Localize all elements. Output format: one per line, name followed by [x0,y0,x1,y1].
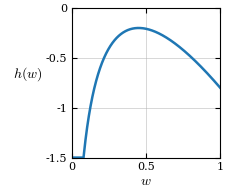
X-axis label: $w$: $w$ [140,174,151,188]
Y-axis label: $h(w)$: $h(w)$ [12,65,42,83]
